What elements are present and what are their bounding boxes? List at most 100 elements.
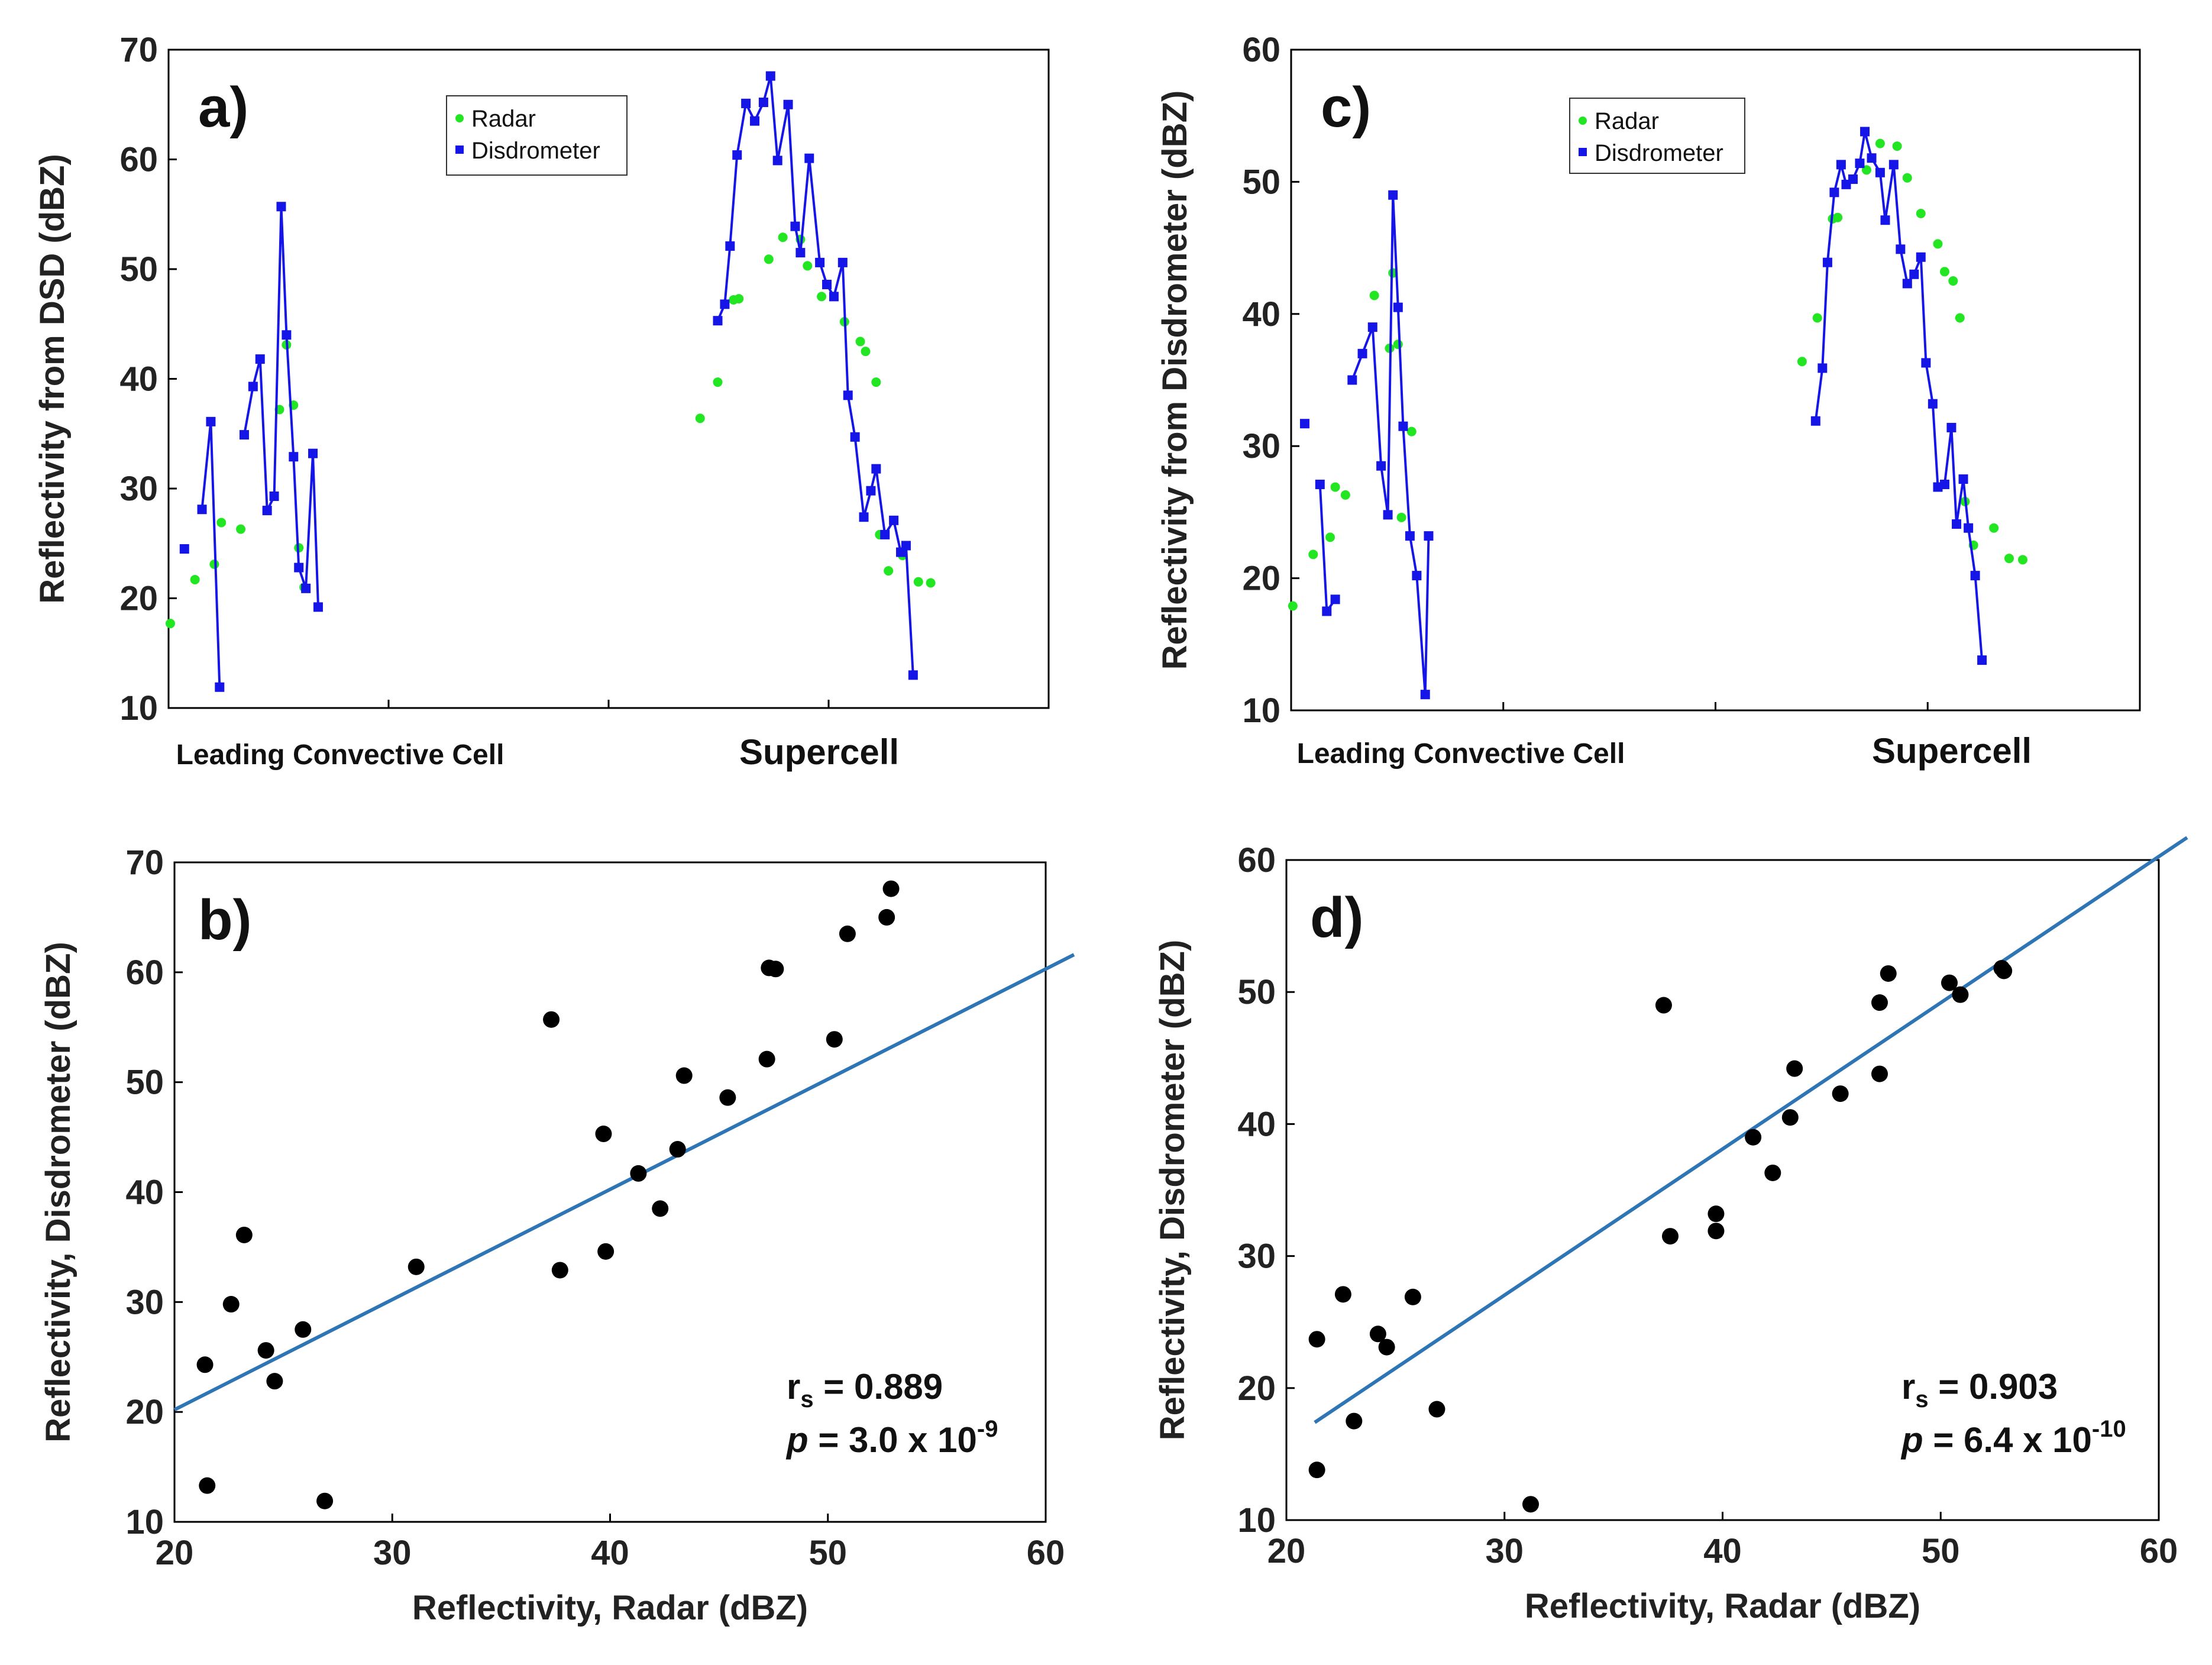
panel-d-x-tick-label: 50 xyxy=(1922,1532,1960,1570)
panel-c-radar-point xyxy=(1406,426,1417,437)
panel-a-disdrometer-point xyxy=(294,562,304,573)
panel-a-disdrometer-point xyxy=(815,257,825,267)
panel-c-disdrometer-point xyxy=(1964,523,1974,533)
panel-a-disdrometer-point xyxy=(871,464,881,474)
panel-a-legend: Radar Disdrometer xyxy=(446,95,628,176)
panel-a-disdrometer-point xyxy=(772,156,782,166)
panel-a-radar-point xyxy=(855,337,865,347)
panel-a-disdrometer-point xyxy=(908,670,918,680)
panel-b-panel-label: b) xyxy=(198,888,252,952)
panel-a-disdrometer-point xyxy=(725,241,735,251)
panel-c-radar-point xyxy=(1393,340,1403,350)
panel-b-rs-symbol: r xyxy=(787,1367,800,1407)
panel-a-disdrometer-point xyxy=(248,382,258,392)
panel-a-radar-point xyxy=(861,347,871,357)
panel-c-disdrometer-point xyxy=(1405,531,1415,541)
panel-c-disdrometer-point xyxy=(1970,571,1980,581)
panel-b-x-tick-label: 20 xyxy=(156,1534,194,1572)
panel-d-scatter-point xyxy=(1308,1331,1325,1348)
panel-a-y-tick-label: 10 xyxy=(119,689,158,728)
panel-c-y-tick-label: 40 xyxy=(1242,295,1280,334)
panel-d-scatter-point xyxy=(1781,1109,1799,1126)
panel-a-radar-point xyxy=(165,619,175,629)
panel-a-series-disdrometer xyxy=(179,544,189,554)
panel-c-y-axis-label: Reflectivity from Disdrometer (dBZ) xyxy=(1156,90,1194,670)
panel-c-disdrometer-point xyxy=(1848,174,1858,184)
panel-a-disdrometer-point xyxy=(790,221,800,231)
panel-c-legend-radar-label: Radar xyxy=(1595,108,1659,134)
panel-c-chart: 10 20 30 40 50 60 Reflectivity from Disdromete… xyxy=(1156,31,2141,771)
panel-a-y-tick-label: 30 xyxy=(119,470,158,508)
panel-b-y-tick-label: 10 xyxy=(125,1503,164,1541)
panel-b-scatter-point xyxy=(257,1342,274,1359)
panel-d-scatter-point xyxy=(1662,1228,1679,1245)
panel-b-scatter-point xyxy=(826,1031,843,1048)
panel-d-scatter-point xyxy=(1378,1339,1395,1356)
panel-c-radar-point xyxy=(1875,138,1885,148)
panel-d-scatter-point xyxy=(1880,965,1897,982)
panel-c-disdrometer-point xyxy=(1888,160,1899,170)
panel-c-radar-point xyxy=(1916,209,1926,219)
panel-a-disdrometer-point xyxy=(262,506,272,516)
panel-a-disdrometer-point xyxy=(901,541,911,551)
panel-c-disdrometer-point xyxy=(1299,419,1309,429)
panel-a-radar-point xyxy=(817,292,827,302)
panel-a-disdrometer-point xyxy=(239,430,249,440)
panel-a-y-tick-label: 40 xyxy=(119,360,158,399)
panel-c-y-tick-label: 30 xyxy=(1242,427,1280,465)
panel-b-y-axis-label: Reflectivity, Disdrometer (dBZ) xyxy=(39,942,77,1443)
panel-a-series-disdrometer xyxy=(197,416,225,692)
panel-c-disdrometer-point xyxy=(1822,257,1832,267)
panel-d-y-tick-label: 10 xyxy=(1237,1501,1276,1540)
panel-c-disdrometer-point xyxy=(1836,160,1846,170)
panel-b-x-tick-label: 40 xyxy=(591,1534,629,1572)
panel-c-disdrometer-point xyxy=(1946,422,1956,432)
panel-b-scatter-point xyxy=(266,1373,283,1390)
panel-c-disdrometer-point xyxy=(1958,474,1968,484)
panel-c-disdrometer-point xyxy=(1867,153,1877,163)
panel-b-y-tick-label: 20 xyxy=(125,1393,164,1431)
panel-c-disdrometer-point xyxy=(1330,594,1340,604)
panel-a-radar-point xyxy=(734,294,744,304)
panel-c-series-disdrometer xyxy=(1299,419,1309,429)
panel-d-x-tick-label: 40 xyxy=(1703,1532,1742,1570)
panel-c-radar-point xyxy=(1288,601,1298,611)
panel-a-chart: 10 20 30 40 50 60 70 Reflectivity from DSD (dBZ… xyxy=(33,31,1050,772)
panel-c-category-label: Supercell xyxy=(1872,731,2032,771)
panel-d-scatter-point xyxy=(1871,994,1888,1011)
panel-a-disdrometer-point xyxy=(850,432,860,442)
panel-c-disdrometer-point xyxy=(1928,399,1938,409)
panel-c-radar-point xyxy=(1308,549,1318,560)
panel-d-x-tick-label: 60 xyxy=(2140,1532,2178,1570)
panel-a-legend-box xyxy=(446,95,628,176)
panel-b-scatter-point xyxy=(235,1226,253,1243)
panel-c-y-tick-label: 10 xyxy=(1242,691,1280,730)
panel-c-radar-point xyxy=(1396,512,1406,522)
panel-c-disdrometer-point xyxy=(1829,187,1839,198)
panel-d-panel-label: d) xyxy=(1310,886,1364,949)
panel-d-scatter-point xyxy=(1996,962,2013,979)
panel-c-radar-point xyxy=(2004,554,2014,564)
panel-a-disdrometer-point xyxy=(301,583,311,593)
panel-a-disdrometer-point xyxy=(206,416,216,426)
panel-a-disdrometer-point xyxy=(276,202,286,212)
panel-a-disdrometer-point xyxy=(829,292,839,302)
panel-c-legend: Radar Disdrometer xyxy=(1569,98,1745,174)
panel-d-scatter-point xyxy=(1707,1205,1725,1223)
panel-a-disdrometer-point xyxy=(837,257,848,267)
panel-d-rs-stat: rs = 0.903 xyxy=(1901,1367,2058,1412)
panel-a-disdrometer-point xyxy=(289,452,299,462)
panel-a-radar-point xyxy=(926,578,936,588)
panel-b-y-tick-label: 50 xyxy=(125,1063,164,1102)
panel-a-disdrometer-point xyxy=(215,682,225,692)
panel-c-disdrometer-point xyxy=(1367,322,1377,332)
panel-b-fit-line xyxy=(173,953,1075,1412)
panel-b-scatter-point xyxy=(882,880,900,897)
panel-b-scatter-point xyxy=(316,1492,334,1509)
panel-a-y-tick-label: 20 xyxy=(119,580,158,618)
panel-c-legend-radar-marker xyxy=(1579,117,1587,125)
panel-b-y-tick-label: 40 xyxy=(125,1173,164,1212)
panel-d-scatter-points xyxy=(1308,960,2013,1513)
panel-d-p-value: = 6.4 x 10 xyxy=(1923,1420,2092,1460)
